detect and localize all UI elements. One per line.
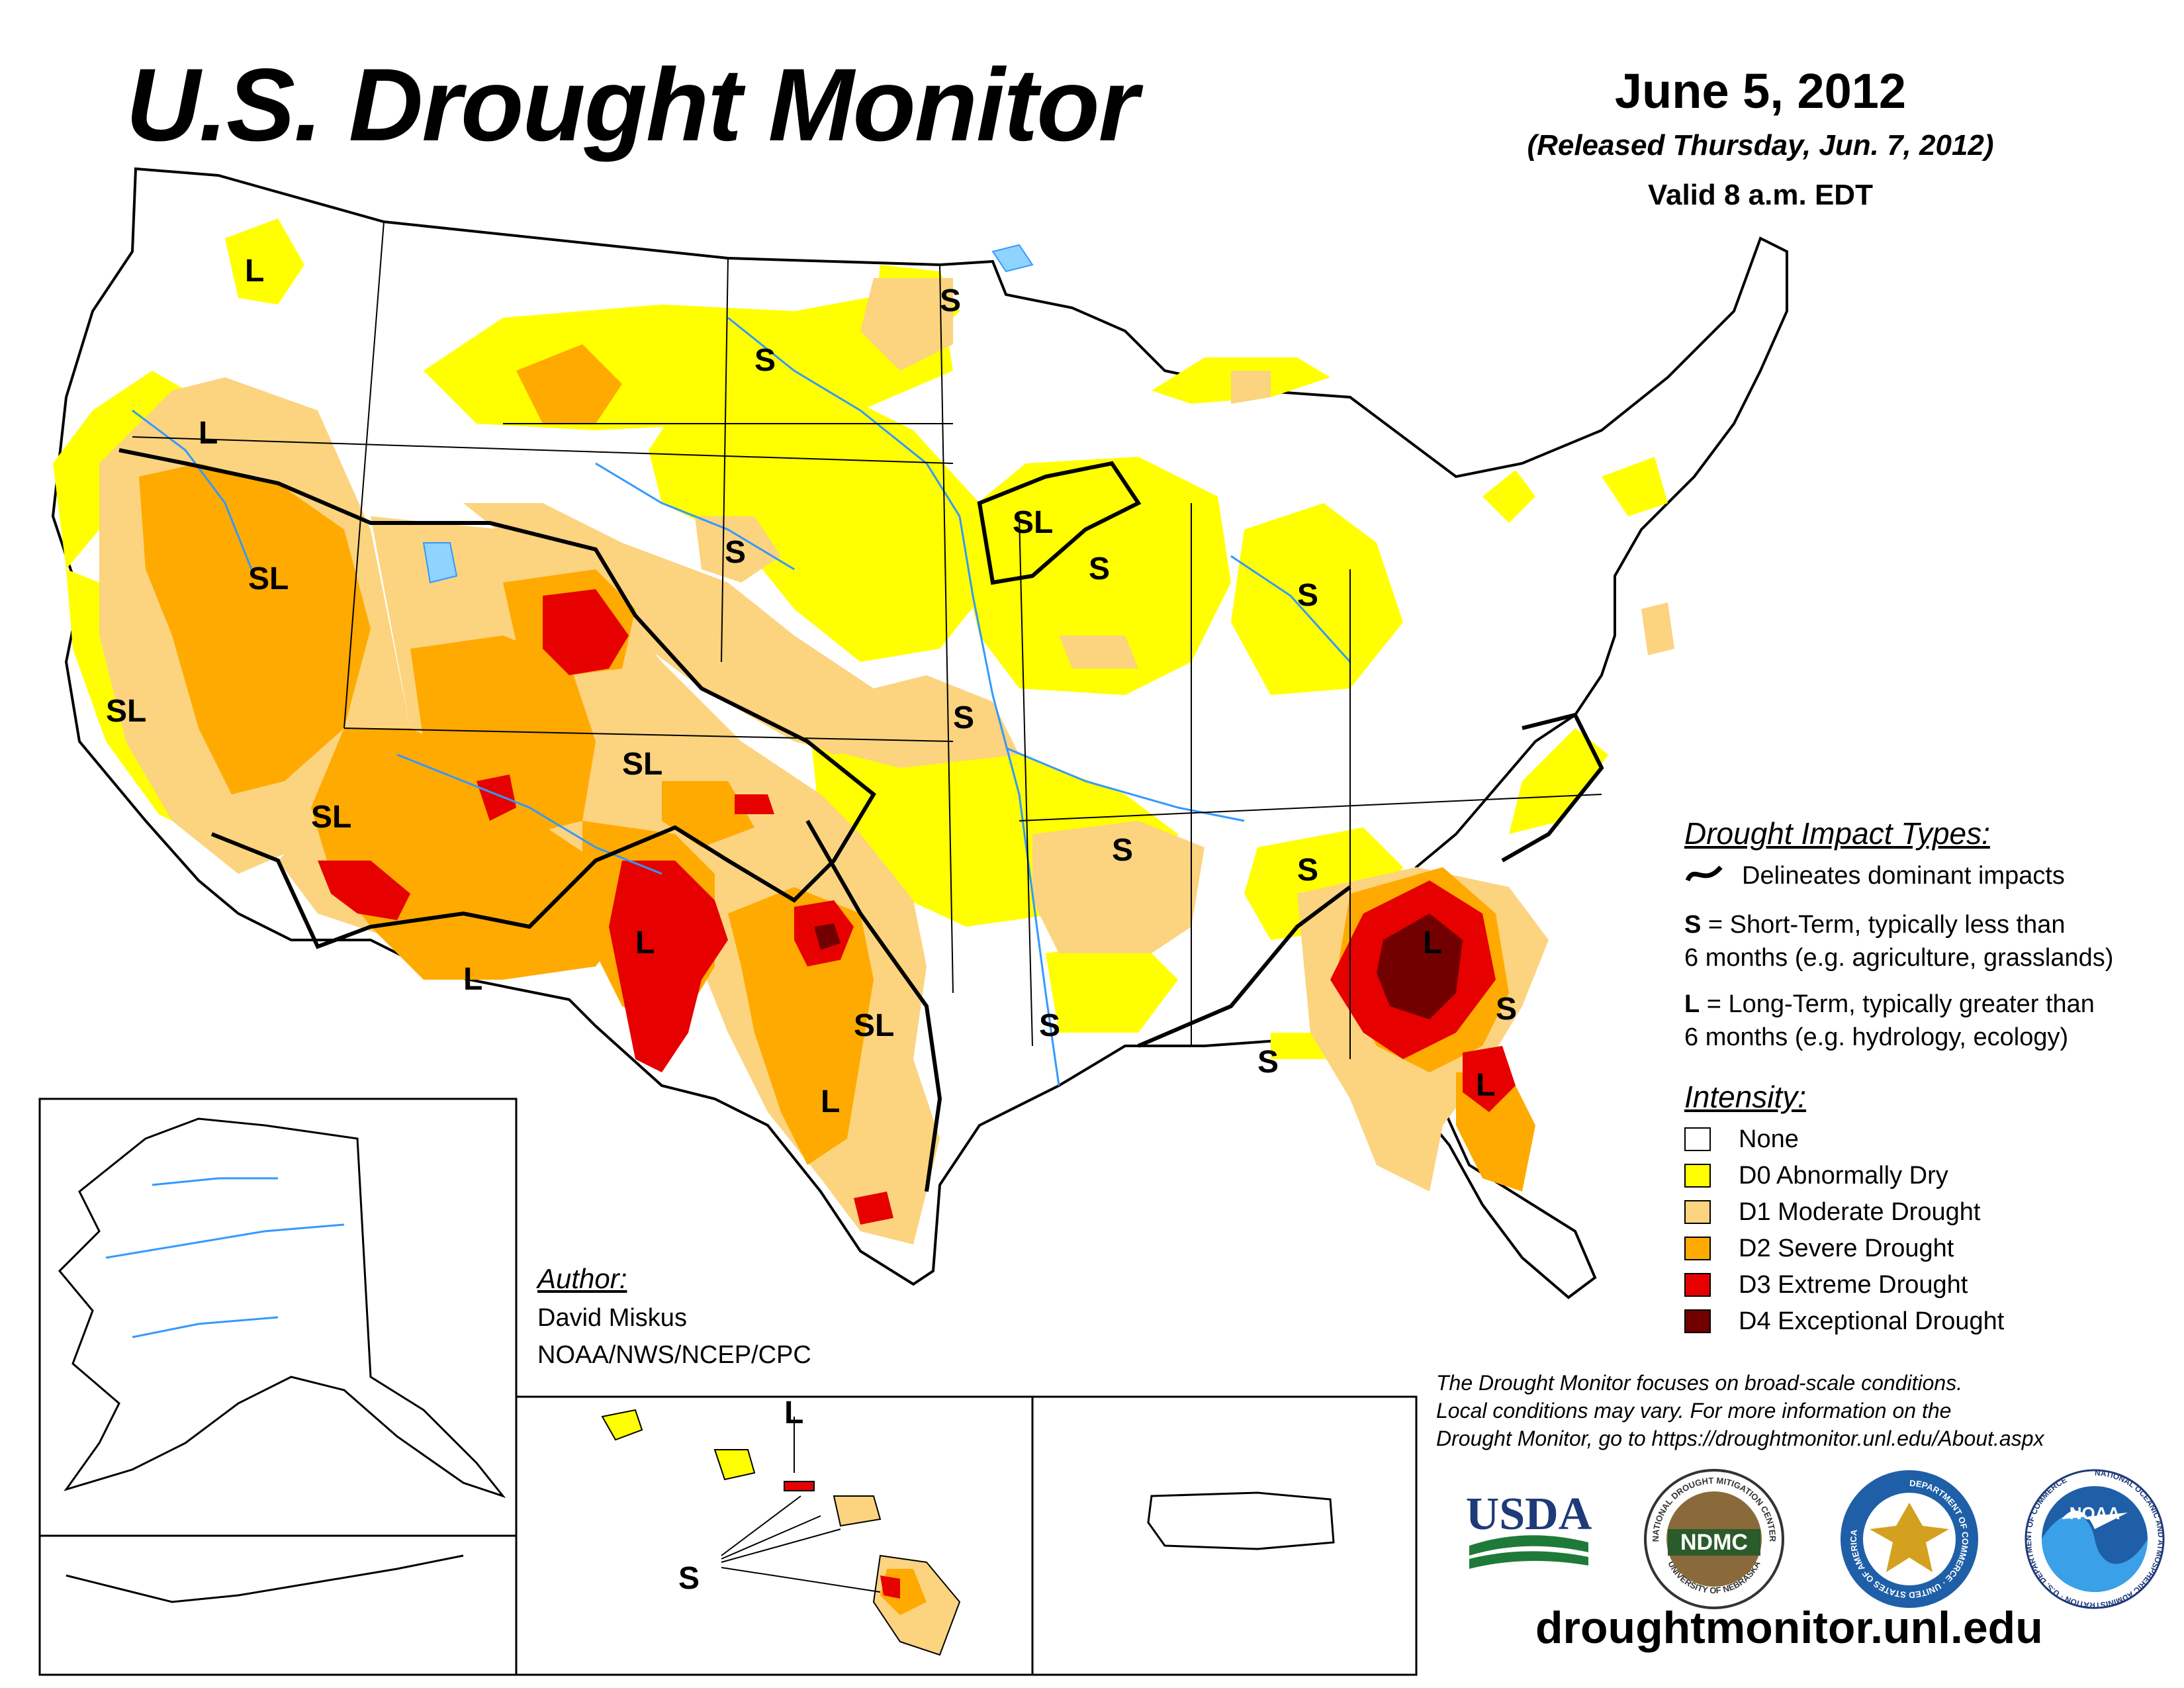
legend-d3: D3 Extreme Drought — [1684, 1269, 1968, 1301]
svg-text:USDA: USDA — [1466, 1489, 1592, 1540]
legend-label: D3 Extreme Drought — [1739, 1270, 1968, 1299]
impact-labels: L S S L SL SL SL S S S S SL SL L L S S L… — [106, 254, 1517, 1119]
map-title: U.S. Drought Monitor — [126, 48, 1138, 163]
map-label: S — [678, 1561, 700, 1596]
boundary-line-label: Delineates dominant impacts — [1742, 862, 2065, 890]
map-label: L — [784, 1395, 803, 1430]
hawaii-maui — [833, 1495, 882, 1527]
map-label: L — [199, 416, 218, 451]
map-label: S — [940, 283, 961, 318]
map-label: L — [1476, 1068, 1495, 1103]
noaa-logo: NATIONAL OCEANIC AND ATMOSPHERIC ADMINIS… — [2024, 1468, 2165, 1610]
map-label: S — [1112, 833, 1133, 868]
disclaimer-line: Drought Monitor, go to https://droughtmo… — [1436, 1427, 2044, 1450]
legend-label: D0 Abnormally Dry — [1739, 1161, 1948, 1190]
map-label: SL — [311, 800, 351, 835]
boundary-line-icon — [1685, 865, 1723, 882]
map-label: SL — [854, 1008, 894, 1043]
legend-swatch — [1684, 1237, 1711, 1260]
legend-swatch — [1684, 1127, 1711, 1151]
puerto-rico-outline — [1147, 1491, 1335, 1550]
map-label: S — [1297, 578, 1318, 613]
intensity-heading: Intensity: — [1684, 1080, 1807, 1114]
legend-swatch — [1684, 1164, 1711, 1188]
legend-swatch — [1684, 1309, 1711, 1333]
short-term-line2: 6 months (e.g. agriculture, grasslands) — [1684, 944, 2114, 972]
short-term-line1: S = Short-Term, typically less than — [1684, 911, 2066, 939]
disclaimer-line: Local conditions may vary. For more info… — [1436, 1399, 1952, 1423]
legend-d2: D2 Severe Drought — [1684, 1233, 1954, 1264]
map-label: L — [245, 254, 264, 289]
legend-label: None — [1739, 1125, 1799, 1153]
map-label: L — [821, 1084, 840, 1119]
legend-d0: D0 Abnormally Dry — [1684, 1160, 1948, 1192]
map-label: S — [953, 700, 974, 735]
great-lakes — [422, 244, 1034, 584]
ndmc-logo: NATIONAL DROUGHT MITIGATION CENTER UNIVE… — [1644, 1469, 1784, 1609]
legend-none: None — [1684, 1123, 1799, 1155]
map-label: S — [1039, 1008, 1060, 1043]
aleutian-islands — [66, 1554, 464, 1603]
hawaii-big-island-d3 — [880, 1575, 900, 1599]
map-label: S — [1257, 1045, 1279, 1080]
author-organization: NOAA/NWS/NCEP/CPC — [537, 1341, 811, 1369]
map-label: S — [1496, 992, 1517, 1027]
legend-label: D2 Severe Drought — [1739, 1234, 1954, 1262]
website-url[interactable]: droughtmonitor.unl.edu — [1535, 1603, 2043, 1653]
d4-areas — [814, 914, 1463, 1019]
hawaii-molokai — [784, 1481, 815, 1491]
map-label: S — [1089, 551, 1110, 586]
legend-label: D4 Exceptional Drought — [1739, 1307, 2005, 1335]
author-heading: Author: — [537, 1263, 627, 1294]
valid-time: Valid 8 a.m. EDT — [1648, 179, 1873, 211]
svg-text:NOAA: NOAA — [2070, 1503, 2120, 1523]
disclaimer-line: The Drought Monitor focuses on broad-sca… — [1436, 1371, 1963, 1395]
impact-types-heading: Drought Impact Types: — [1684, 816, 1990, 851]
legend-swatch — [1684, 1200, 1711, 1224]
release-date: (Released Thursday, Jun. 7, 2012) — [1527, 129, 1994, 162]
legend-d1: D1 Moderate Drought — [1684, 1196, 1980, 1228]
map-label: SL — [1013, 505, 1053, 540]
legend-swatch — [1684, 1273, 1711, 1297]
map-label: L — [1423, 925, 1442, 961]
alaska-outline — [58, 1117, 506, 1499]
map-label: SL — [106, 694, 146, 729]
svg-text:NDMC: NDMC — [1680, 1530, 1748, 1555]
state-boundaries — [132, 221, 1602, 1059]
map-label: S — [754, 343, 776, 378]
legend-d4: D4 Exceptional Drought — [1684, 1305, 2004, 1337]
hawaii-kauai — [601, 1409, 643, 1441]
map-label: S — [725, 535, 746, 570]
impact-boundaries — [118, 448, 1604, 1192]
usda-logo: USDA — [1466, 1489, 1592, 1569]
map-label: L — [463, 962, 482, 997]
legend-label: D1 Moderate Drought — [1739, 1197, 1981, 1226]
map-date: June 5, 2012 — [1614, 64, 1907, 118]
map-label: SL — [248, 561, 289, 596]
rivers — [132, 316, 1351, 1086]
alaska-rivers — [105, 1177, 345, 1338]
long-term-line1: L = Long-Term, typically greater than — [1684, 990, 2095, 1018]
map-label: S — [1297, 853, 1318, 888]
disclaimer: The Drought Monitor focuses on broad-sca… — [1436, 1369, 2177, 1452]
map-label: SL — [622, 747, 662, 782]
hawaii-pointer-lines — [721, 1417, 881, 1593]
map-label: L — [635, 925, 655, 961]
long-term-line2: 6 months (e.g. hydrology, ecology) — [1684, 1023, 2069, 1051]
hawaii-oahu — [713, 1449, 756, 1481]
commerce-logo: DEPARTMENT OF COMMERCE · UNITED STATES O… — [1841, 1470, 1978, 1608]
author-name: David Miskus — [537, 1304, 687, 1332]
